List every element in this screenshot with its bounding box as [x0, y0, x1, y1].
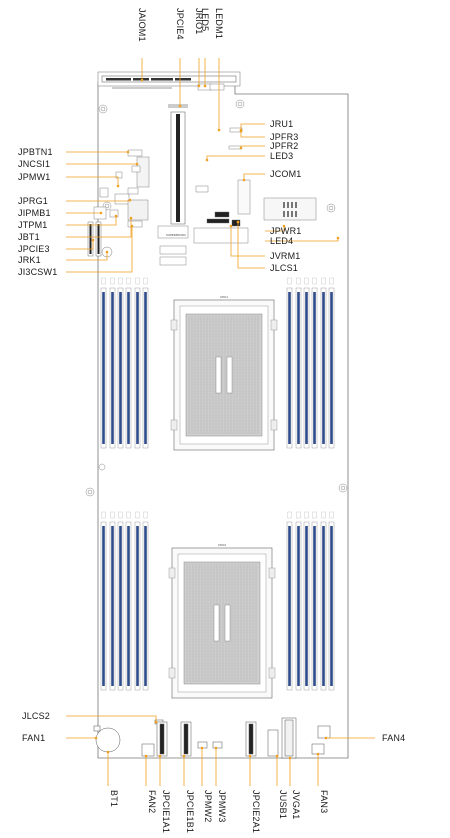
dimm-slot	[109, 277, 116, 449]
label-jpmw3: JPMW3	[217, 790, 227, 823]
cpu-label: CPU1	[220, 295, 228, 299]
dimm-slot	[328, 511, 335, 691]
label-jprg1: JPRG1	[18, 196, 48, 206]
leader-line	[243, 173, 265, 180]
label-bt1: BT1	[109, 790, 119, 807]
dimm-slot	[295, 511, 302, 691]
upper-components	[93, 83, 251, 266]
leader-line	[230, 226, 265, 257]
dimm-slot	[109, 511, 116, 691]
leader-line	[237, 222, 265, 269]
label-jtpm1: JTPM1	[18, 220, 48, 230]
dimm-slot	[134, 511, 141, 691]
leader-line	[66, 226, 133, 273]
dimm-slot	[320, 277, 327, 449]
label-jipmb1: JIPMB1	[18, 208, 51, 218]
label-jlcs2: JLCS2	[22, 711, 50, 721]
board-logo: SUPERMICRO	[166, 233, 187, 237]
dimm-slot	[303, 277, 310, 449]
bottom-components	[93, 717, 331, 759]
label-led3: LED3	[270, 151, 293, 161]
dimm-slot	[125, 511, 132, 691]
label-fan1: FAN1	[22, 733, 45, 743]
label-jpbtn1: JPBTN1	[18, 147, 53, 157]
dimm-slot	[328, 277, 335, 449]
label-jvrm1: JVRM1	[270, 251, 301, 261]
dimm-slot	[100, 511, 107, 691]
battery-bt1	[95, 727, 121, 753]
label-jcom1: JCOM1	[270, 169, 302, 179]
leader-line	[66, 216, 117, 226]
label-led5: LED5	[200, 8, 210, 31]
label-jlcs1: JLCS1	[270, 263, 298, 273]
cpu-sockets: CPU1 CPU2	[168, 295, 278, 699]
leader-line	[66, 252, 108, 261]
label-jrk1: JRK1	[18, 255, 41, 265]
dimm-slot	[142, 511, 149, 691]
dimm-slot	[295, 277, 302, 449]
power-connector	[263, 197, 317, 221]
cpu-socket: CPU2	[168, 543, 276, 699]
label-jpwr1: JPWR1	[270, 226, 302, 236]
dimm-slot	[311, 511, 318, 691]
label-led4: LED4	[270, 236, 293, 246]
dimm-slot	[117, 511, 124, 691]
dimm-slot	[320, 511, 327, 691]
leader-line	[265, 226, 285, 232]
label-fan3: FAN3	[319, 790, 329, 813]
dimm-slots	[100, 277, 335, 691]
leader-line	[206, 155, 265, 160]
label-jusb1: JUSB1	[278, 790, 288, 819]
label-jpcie3: JPCIE3	[18, 244, 50, 254]
label-jru1: JRU1	[270, 119, 293, 129]
label-jaiom1: JAIOM1	[137, 8, 147, 42]
dimm-slot	[303, 511, 310, 691]
leader-line	[66, 176, 119, 186]
dimm-slot	[125, 277, 132, 449]
cpu-socket: CPU1	[170, 295, 278, 451]
label-ji3csw1: JI3CSW1	[18, 267, 57, 277]
label-jncsi1: JNCSI1	[18, 159, 50, 169]
label-jpcie1a1: JPCIE1A1	[161, 790, 171, 833]
leader-line	[66, 240, 94, 250]
label-ledm1: LEDM1	[214, 8, 224, 39]
leader-line	[240, 123, 265, 130]
label-jbt1: JBT1	[18, 232, 40, 242]
label-jpmw1: JPMW1	[18, 172, 51, 182]
dimm-slot	[286, 511, 293, 691]
dimm-slot	[286, 277, 293, 449]
dimm-slot	[142, 277, 149, 449]
label-jpfr3: JPFR3	[270, 132, 299, 142]
dimm-slot	[100, 277, 107, 449]
label-fan4: FAN4	[382, 733, 405, 743]
label-fan2: FAN2	[147, 790, 157, 813]
label-jvga1: JVGA1	[291, 790, 301, 820]
label-jpcie2a1: JPCIE2A1	[251, 790, 261, 833]
label-jpfr2: JPFR2	[270, 141, 299, 151]
leader-line	[66, 218, 132, 238]
label-jpcie1b1: JPCIE1B1	[185, 790, 195, 833]
dimm-slot	[134, 277, 141, 449]
cpu-label: CPU2	[218, 543, 226, 547]
label-jpcie4: JPCIE4	[175, 8, 185, 40]
label-jpmw2: JPMW2	[203, 790, 213, 823]
dimm-slot	[311, 277, 318, 449]
dimm-slot	[117, 277, 124, 449]
label-jrio1: JRIO1	[194, 8, 204, 35]
leader-line	[66, 715, 157, 722]
leader-line	[240, 131, 265, 138]
